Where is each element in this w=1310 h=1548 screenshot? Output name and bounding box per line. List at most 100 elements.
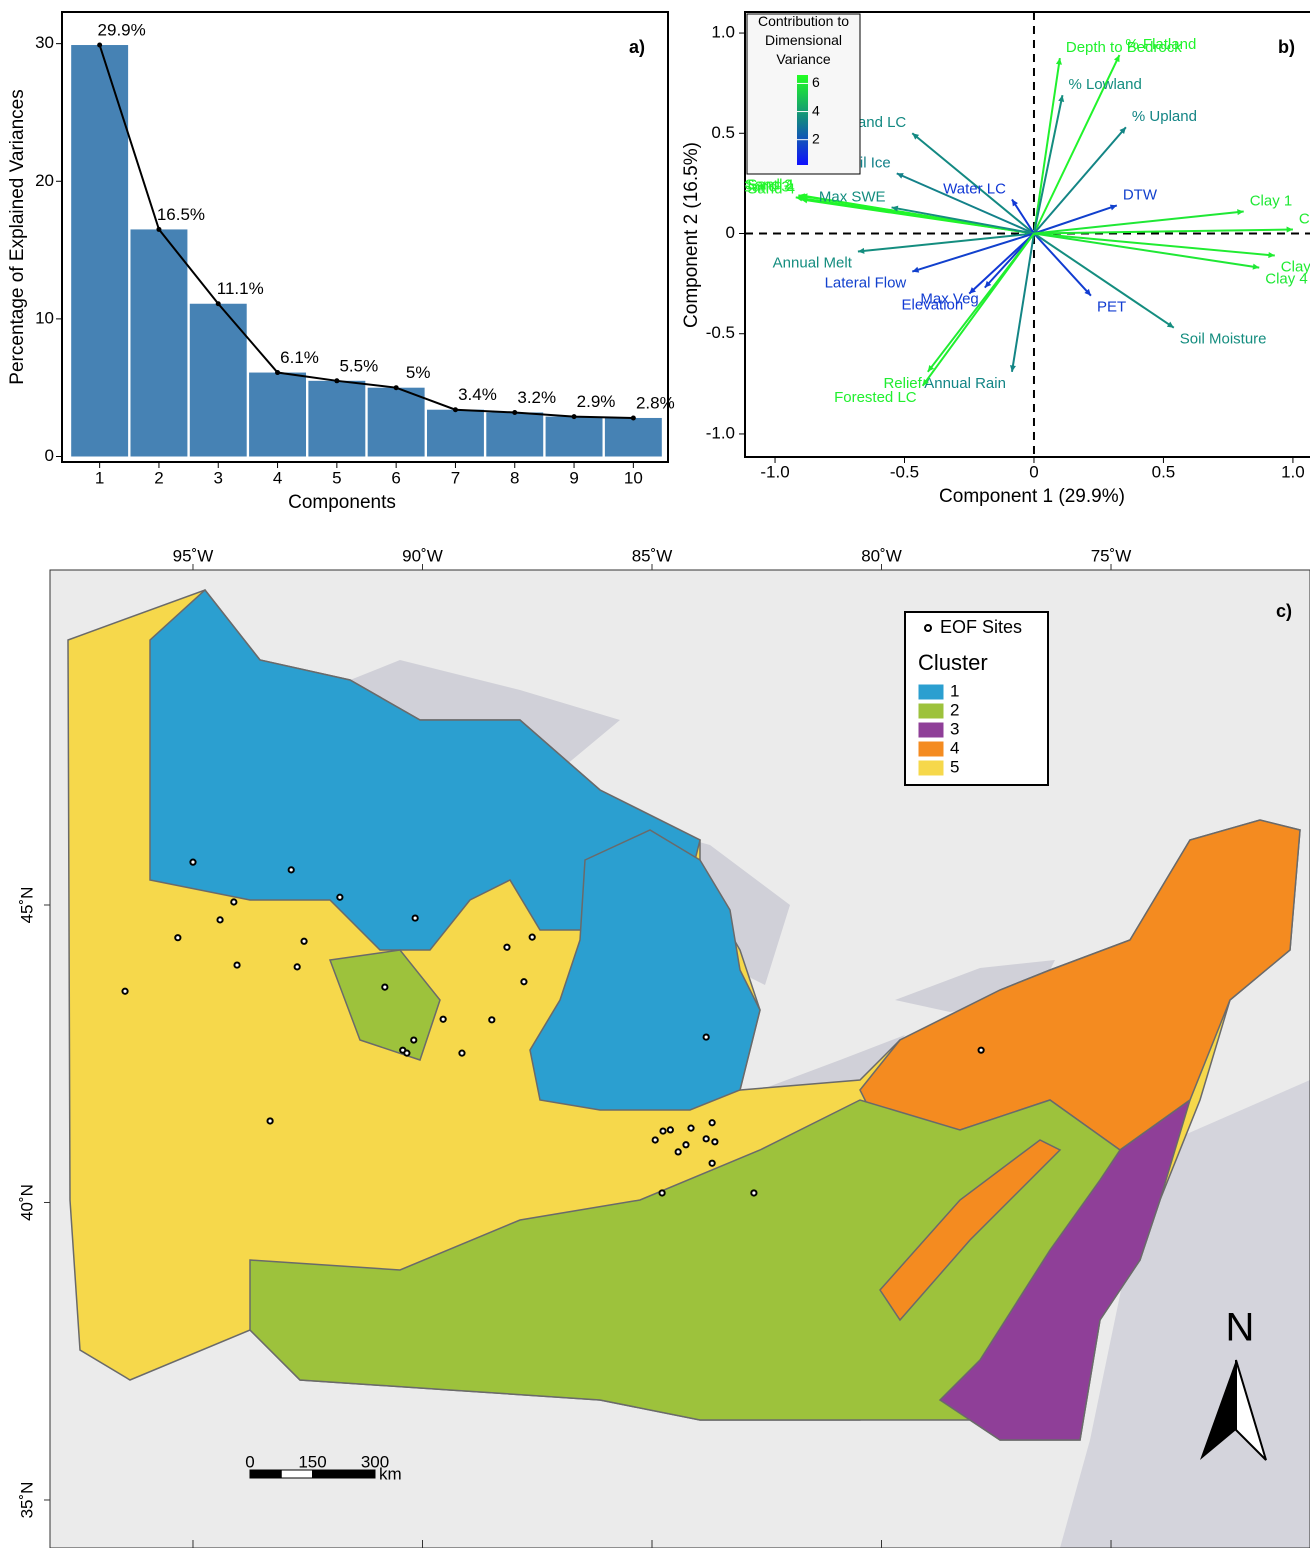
x-tick-label: 1 <box>95 468 104 487</box>
arrow-label: Forested LC <box>834 389 917 406</box>
eof-site <box>653 1137 658 1142</box>
eof-site <box>704 1034 709 1039</box>
arrow-label: Annual Melt <box>773 255 853 272</box>
y-tick-label: 0 <box>45 446 54 465</box>
y-tick-label: 20 <box>35 171 54 190</box>
legend-swatch <box>918 722 944 738</box>
colorbar-tick-label: 4 <box>812 102 820 118</box>
legend-entry: 4 <box>950 738 959 757</box>
eof-site <box>704 1136 709 1141</box>
x-tick-label: 9 <box>569 468 578 487</box>
panel-label: a) <box>629 37 645 57</box>
x-tick-label: 75˚W <box>1091 546 1132 565</box>
x-axis-label: Component 1 (29.9%) <box>939 486 1125 507</box>
legend-symbol <box>925 625 931 631</box>
figure: N c) EOF Sites Cluster Components Percen… <box>0 0 1310 1548</box>
legend-swatch <box>918 760 944 776</box>
arrow-label: PET <box>1097 299 1126 316</box>
y-axis-label: Percentage of Explained Variances <box>7 89 28 384</box>
y-tick-label: 0 <box>726 223 735 242</box>
arrow-head <box>1110 205 1117 211</box>
bar <box>546 417 603 457</box>
point <box>156 227 161 232</box>
x-tick-label: 0.5 <box>1152 462 1176 481</box>
eof-site <box>751 1190 756 1195</box>
loading-arrow <box>969 233 1034 293</box>
eof-site <box>979 1048 984 1053</box>
eof-site <box>122 989 127 994</box>
data-label: 29.9% <box>98 21 146 40</box>
data-label: 11.1% <box>217 279 264 298</box>
x-tick-label: 85˚W <box>632 546 673 565</box>
point <box>572 414 577 419</box>
arrow-label: Max SWE <box>819 188 886 205</box>
panel-label: b) <box>1278 37 1295 57</box>
loading-arrow <box>1034 233 1091 295</box>
eof-site <box>231 899 236 904</box>
eof-site <box>289 867 294 872</box>
y-tick-label: 1.0 <box>711 23 735 42</box>
colorbar-tick-label: 2 <box>812 130 820 146</box>
eof-site <box>295 964 300 969</box>
arrow-label: Max Veg <box>920 291 978 308</box>
arrow-label: Clay 4 <box>1265 271 1308 288</box>
arrow-label: Clay 2 <box>1299 210 1310 227</box>
scale-label: 0 <box>245 1452 254 1471</box>
eof-site <box>489 1017 494 1022</box>
arrow-label: Soil Moisture <box>1180 331 1267 348</box>
y-tick-label: 35˚N <box>17 1482 36 1519</box>
y-axis-label: Component 2 (16.5%) <box>681 142 702 328</box>
point <box>512 410 517 415</box>
point <box>394 385 399 390</box>
point <box>275 370 280 375</box>
colorbar <box>797 75 808 165</box>
arrow-label: % Lowland <box>1068 76 1141 93</box>
legend-entry: 2 <box>950 700 959 719</box>
eof-site <box>301 939 306 944</box>
eof-site <box>659 1190 664 1195</box>
x-tick-label: 3 <box>214 468 223 487</box>
eof-site <box>413 915 418 920</box>
point <box>631 415 636 420</box>
x-tick-label: 1.0 <box>1281 462 1305 481</box>
point <box>216 301 221 306</box>
y-tick-label: -1.0 <box>706 423 735 442</box>
legend-swatch <box>918 741 944 757</box>
y-tick-label: 30 <box>35 33 54 52</box>
scale-segment <box>344 1470 375 1478</box>
arrow-label: Annual Rain <box>924 375 1006 392</box>
y-tick-label: 40˚N <box>17 1184 36 1221</box>
data-label: 16.5% <box>157 205 205 224</box>
colorbar-title-box: Contribution to Dimensional Variance <box>747 12 860 72</box>
bar <box>368 388 425 457</box>
bar <box>605 418 662 457</box>
x-tick-label: -0.5 <box>890 462 919 481</box>
bar <box>130 229 187 456</box>
eof-site <box>521 979 526 984</box>
eof-site <box>382 984 387 989</box>
eof-site <box>411 1037 416 1042</box>
loading-arrow <box>892 207 1034 233</box>
x-tick-label: 5 <box>332 468 341 487</box>
x-tick-label: 6 <box>391 468 400 487</box>
arrow-label: % Flatland <box>1125 36 1196 53</box>
x-tick-label: 90˚W <box>402 546 443 565</box>
eof-site <box>683 1142 688 1147</box>
colorbar-title: Contribution to Dimensional Variance <box>747 12 860 69</box>
eof-site <box>234 962 239 967</box>
bar <box>249 373 306 457</box>
eof-site <box>668 1127 673 1132</box>
legend-entry: EOF Sites <box>940 617 1022 637</box>
legend-swatch <box>918 684 944 700</box>
y-tick-label: -0.5 <box>706 323 735 342</box>
arrow-head <box>1058 95 1064 102</box>
colorbar-tick-label: 6 <box>812 74 820 90</box>
legend-swatch <box>918 703 944 719</box>
x-tick-label: 4 <box>273 468 282 487</box>
page: N c) EOF Sites Cluster Components Percen… <box>0 0 1310 1548</box>
panel-label: c) <box>1276 601 1292 621</box>
arrow-head <box>1268 252 1275 258</box>
arrow-label: Sand 4 <box>747 180 795 197</box>
arrow-head <box>1287 227 1293 233</box>
eof-site <box>660 1128 665 1133</box>
